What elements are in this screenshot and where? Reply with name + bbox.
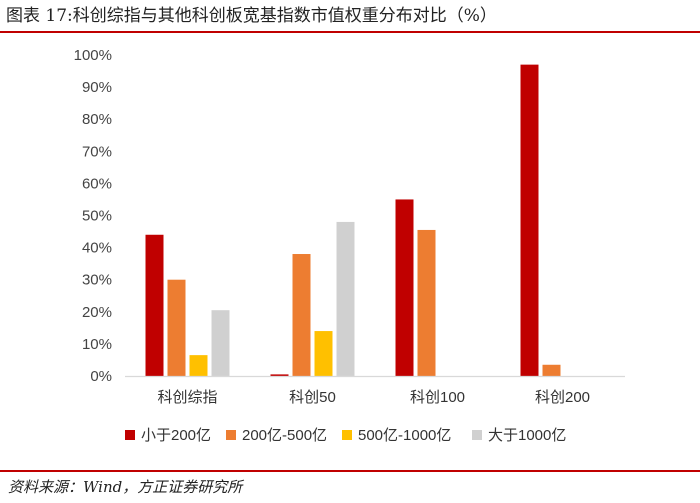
y-tick-label: 40% (82, 240, 112, 257)
x-axis-labels: 科创综指 科创50 科创100 科创200 (157, 389, 590, 406)
title-underline (0, 31, 700, 33)
bar-4-科创50 (336, 221, 355, 376)
bar-2-科创50 (292, 254, 311, 376)
y-tick-label: 0% (90, 368, 112, 385)
bar-2-科创200 (542, 364, 561, 376)
bar-1-科创100 (395, 199, 414, 376)
bar-chart: 0%10%20%30%40%50%60%70%80%90%100% 科创综指 科创… (74, 47, 625, 444)
y-tick-label: 90% (82, 79, 112, 96)
legend-label: 小于200亿 (141, 427, 211, 444)
y-tick-label: 60% (82, 175, 112, 192)
y-axis-ticks: 0% 10% 20% 30% 40% 50% 60% 70% 80% 90% 100% (74, 47, 112, 385)
y-tick-label: 30% (82, 272, 112, 289)
y-tick-label: 80% (82, 111, 112, 128)
legend-swatch (472, 430, 482, 440)
bar-1-科创综指 (145, 234, 164, 376)
legend: 小于200亿 200亿-500亿 500亿-1000亿 大于1000亿 (125, 427, 566, 444)
bar-2-科创100 (417, 229, 436, 376)
bar-series (145, 64, 561, 376)
legend-label: 500亿-1000亿 (358, 427, 451, 444)
legend-swatch (342, 430, 352, 440)
legend-swatch (125, 430, 135, 440)
bar-3-科创50 (314, 331, 333, 376)
bar-1-科创200 (520, 64, 539, 376)
y-tick-label: 50% (82, 208, 112, 225)
y-tick-label: 10% (82, 336, 112, 353)
legend-swatch (226, 430, 236, 440)
y-tick-label: 20% (82, 304, 112, 321)
source-note: 资料来源：Wind，方正证券研究所 (8, 478, 243, 496)
y-tick-label: 70% (82, 143, 112, 160)
bar-1-科创50 (270, 374, 289, 376)
bar-3-科创综指 (189, 355, 208, 376)
bar-4-科创综指 (211, 310, 230, 376)
x-category-label: 科创200 (535, 389, 590, 406)
x-category-label: 科创100 (410, 389, 465, 406)
y-tick-label: 100% (74, 47, 112, 64)
chart-title: 图表 17:科创综指与其他科创板宽基指数市值权重分布对比（%） (6, 6, 497, 26)
x-category-label: 科创50 (289, 389, 336, 406)
x-category-label: 科创综指 (157, 389, 217, 406)
legend-label: 大于1000亿 (488, 427, 566, 444)
footer-divider (0, 470, 700, 472)
legend-label: 200亿-500亿 (242, 427, 327, 444)
bar-2-科创综指 (167, 279, 186, 376)
